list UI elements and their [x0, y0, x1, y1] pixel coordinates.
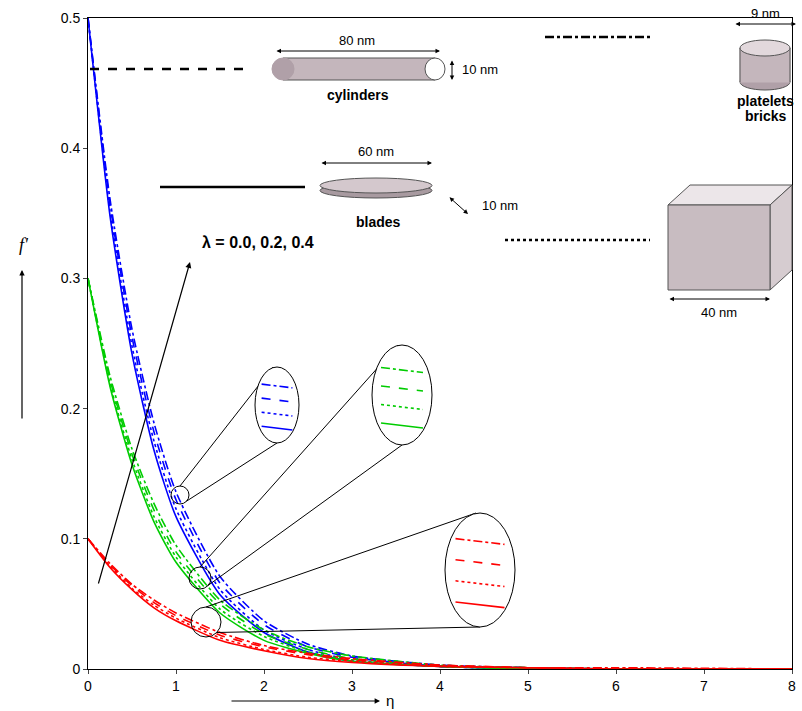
svg-text:0: 0 [72, 661, 80, 677]
svg-text:60 nm: 60 nm [358, 144, 394, 159]
svg-text:8: 8 [788, 678, 796, 694]
svg-text:6: 6 [612, 678, 620, 694]
svg-text:0.2: 0.2 [61, 401, 81, 417]
svg-text:5: 5 [524, 678, 532, 694]
svg-text:10 nm: 10 nm [482, 198, 518, 213]
svg-text:platelets: platelets [737, 93, 794, 109]
svg-text:λ = 0.0, 0.2, 0.4: λ = 0.0, 0.2, 0.4 [202, 234, 314, 251]
svg-text:0.4: 0.4 [61, 140, 81, 156]
svg-text:0: 0 [84, 678, 92, 694]
svg-text:80 nm: 80 nm [339, 33, 375, 48]
svg-text:0.1: 0.1 [61, 531, 81, 547]
svg-text:2: 2 [260, 678, 268, 694]
svg-text:cylinders: cylinders [327, 87, 389, 103]
svg-text:0.5: 0.5 [61, 10, 81, 26]
svg-text:4: 4 [436, 678, 444, 694]
svg-text:1: 1 [172, 678, 180, 694]
svg-text:10 nm: 10 nm [462, 62, 498, 77]
svg-text:0.3: 0.3 [61, 270, 81, 286]
svg-text:3: 3 [348, 678, 356, 694]
svg-text:bricks: bricks [745, 108, 786, 124]
svg-text:7: 7 [700, 678, 708, 694]
svg-text:9 nm: 9 nm [751, 6, 780, 21]
svg-text:blades: blades [356, 214, 401, 230]
svg-text:η: η [386, 692, 394, 709]
svg-text:40 nm: 40 nm [701, 305, 737, 320]
svg-text:f': f' [19, 235, 29, 255]
